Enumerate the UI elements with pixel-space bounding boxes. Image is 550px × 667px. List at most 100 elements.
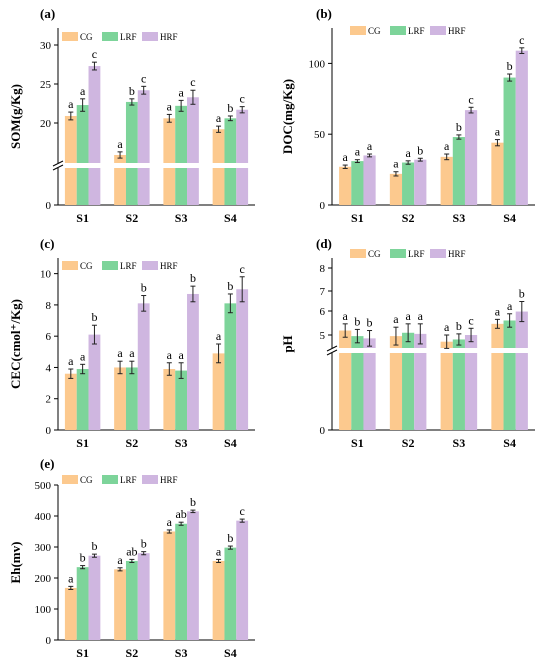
significance-letter: c [190,75,195,89]
significance-letter: a [167,348,173,362]
significance-letter: b [129,84,135,98]
legend-swatch-CG [62,261,78,270]
significance-letter: b [141,537,147,551]
significance-letter: b [456,319,462,333]
significance-letter: a [367,139,373,153]
bar-HRF-S4 [236,109,249,205]
significance-letter: a [129,346,135,360]
category-label: S1 [76,646,89,660]
legend-label-HRF: HRF [448,249,466,259]
legend-swatch-LRF [102,475,118,484]
significance-letter: a [68,571,74,585]
bar-break-gap [451,348,466,353]
y-tick-label: 200 [35,573,52,585]
category-label: S3 [175,436,188,450]
bar-break-gap [463,348,479,353]
bar-CG-S3 [440,341,453,430]
legend-label-LRF: LRF [408,26,425,36]
y-tick-label: 500 [35,480,52,492]
bar-LRF-S2 [125,367,138,430]
bar-LRF-S2 [125,101,138,205]
y-tick-label: 30 [40,40,52,52]
bar-HRF-S1 [363,155,376,205]
category-label: S4 [224,646,237,660]
legend-swatch-CG [350,249,366,258]
bar-break-gap [136,163,151,168]
category-label: S4 [503,211,516,225]
significance-letter: a [178,85,184,99]
bar-LRF-S1 [351,161,364,205]
significance-letter: a [68,97,74,111]
axis-break-band [57,163,256,168]
bar-LRF-S1 [76,369,89,430]
significance-letter: a [216,544,222,558]
axis-break-mark [52,160,64,167]
bar-LRF-S4 [503,320,516,430]
significance-letter: b [456,120,462,134]
bar-break-gap [362,348,377,353]
bar-break-gap [235,163,250,168]
bar-CG-S2 [389,336,403,430]
bars: a b b a a aa b ca ab [338,287,529,430]
bar-HRF-S2 [414,159,427,205]
significance-letter: a [405,309,411,323]
y-tick-label: 100 [35,604,52,616]
bar-break-gap [113,163,127,168]
panel-label: (e) [40,456,54,471]
legend-label-CG: CG [80,475,93,485]
legend-swatch-CG [62,32,78,41]
bar-HRF-S2 [137,90,150,205]
significance-letter: c [240,504,245,518]
bar-break-gap [514,348,529,353]
category-label: S3 [453,211,466,225]
bar-CG-S4 [212,353,225,430]
significance-letter: a [216,329,222,343]
panel-label: (a) [40,6,55,21]
significance-letter: b [354,314,360,328]
bar-CG-S3 [440,156,453,205]
bar-CG-S2 [114,154,126,205]
bar-break-gap [211,163,226,168]
bar-LRF-S3 [175,105,188,205]
y-axis-label: SOM(g/Kg) [8,84,23,149]
significance-letter: a [216,111,222,125]
y-tick-label: 8 [46,300,52,312]
legend-swatch-CG [350,26,366,35]
bar-HRF-S4 [515,50,528,205]
bar-LRF-S2 [402,332,415,430]
legend-label-HRF: HRF [160,261,178,271]
bar-break-gap [162,163,177,168]
y-tick-label: 0 [46,425,52,437]
significance-letter: a [117,553,123,567]
significance-letter: a [393,312,399,326]
significance-letter: a [507,299,513,313]
significance-letter: c [141,71,146,85]
significance-letter: a [343,150,349,164]
bar-CG-S2 [114,367,126,430]
bar-break-gap [502,348,517,353]
bar-HRF-S4 [236,520,249,640]
significance-letter: a [495,304,501,318]
legend-swatch-HRF [142,261,158,270]
category-label: S1 [351,211,364,225]
bar-HRF-S2 [414,333,427,430]
legend: CG LRF HRF [62,32,178,42]
bar-LRF-S1 [351,336,364,430]
category-label: S1 [76,211,89,225]
bar-break-gap [338,348,353,353]
y-tick-label: 6 [320,306,326,318]
category-label: S4 [224,436,237,450]
bar-break-gap [223,163,238,168]
legend-label-HRF: HRF [448,26,466,36]
category-label: S1 [76,436,89,450]
legend-label-LRF: LRF [408,249,425,259]
bar-LRF-S3 [452,137,465,205]
bar-break-gap [63,163,78,168]
axis-break-mark [52,164,64,171]
bar-break-gap [413,348,428,353]
category-label: S3 [175,646,188,660]
legend-swatch-HRF [430,249,446,258]
legend-swatch-LRF [390,249,406,258]
